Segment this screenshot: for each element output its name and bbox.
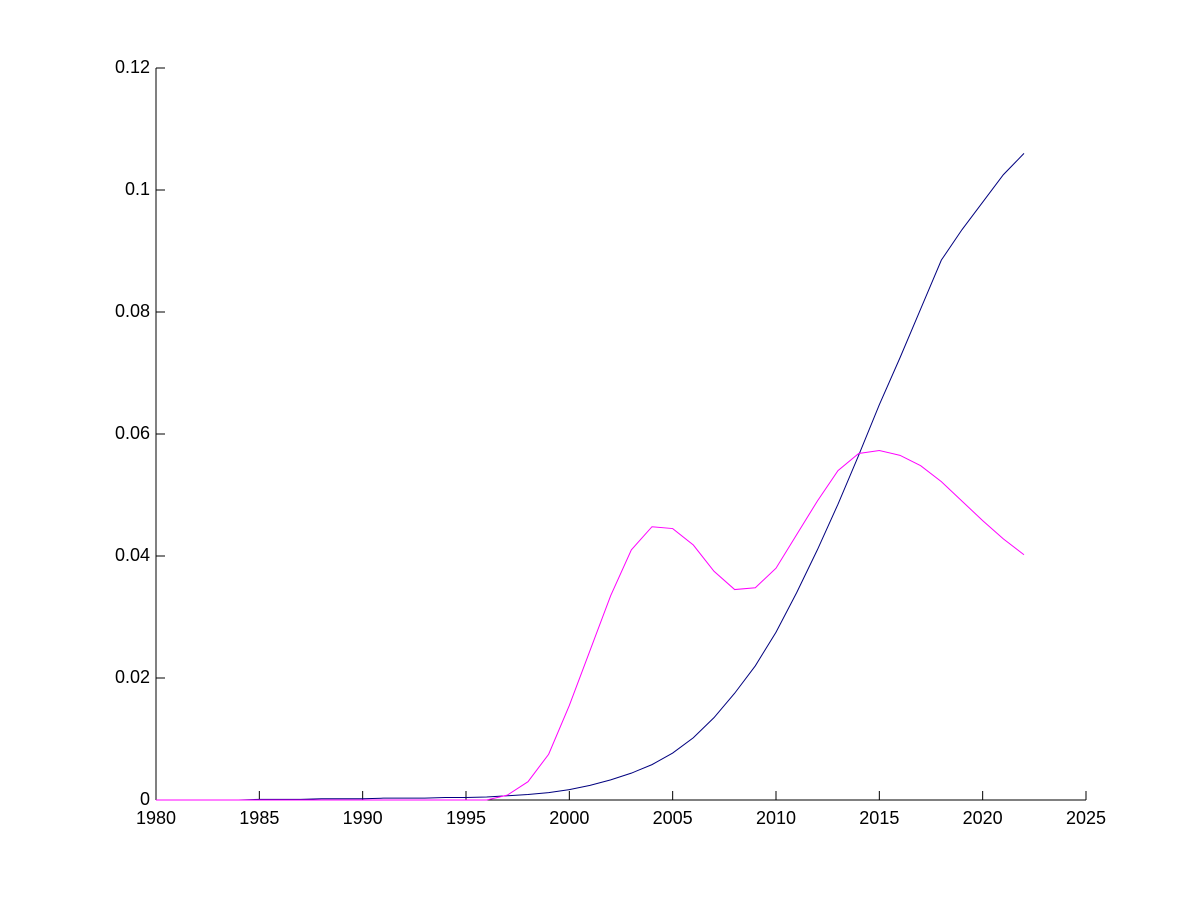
x-tick-label: 2015 <box>859 808 899 828</box>
x-tick-label: 1995 <box>446 808 486 828</box>
y-tick-label: 0 <box>140 789 150 809</box>
x-tick-label: 1980 <box>136 808 176 828</box>
x-tick-label: 2025 <box>1066 808 1106 828</box>
x-tick-label: 2010 <box>756 808 796 828</box>
y-tick-label: 0.04 <box>115 545 150 565</box>
y-tick-label: 0.06 <box>115 423 150 443</box>
x-tick-label: 1990 <box>343 808 383 828</box>
x-tick-label: 2020 <box>963 808 1003 828</box>
x-tick-label: 2000 <box>549 808 589 828</box>
y-tick-label: 0.08 <box>115 301 150 321</box>
y-tick-label: 0.1 <box>125 179 150 199</box>
x-tick-label: 1985 <box>239 808 279 828</box>
y-tick-label: 0.02 <box>115 667 150 687</box>
y-tick-label: 0.12 <box>115 57 150 77</box>
data-line <box>156 449 1025 801</box>
x-tick-label: 2005 <box>653 808 693 828</box>
data-line <box>156 153 1025 801</box>
